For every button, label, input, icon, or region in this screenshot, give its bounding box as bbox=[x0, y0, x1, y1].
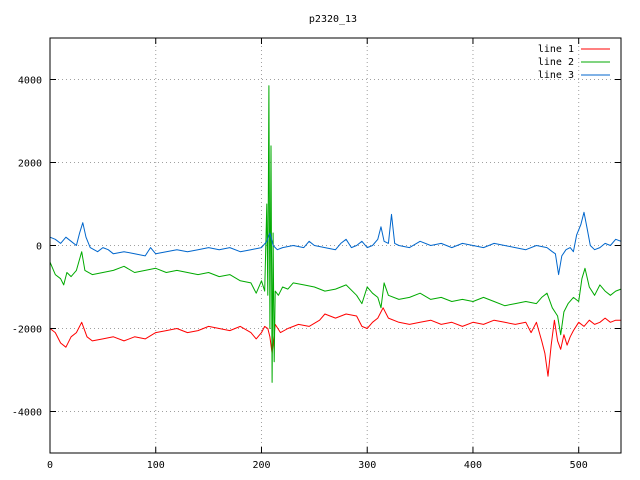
x-tick-label: 0 bbox=[47, 460, 53, 471]
legend-label: line 3 bbox=[538, 70, 574, 81]
y-tick-label: -4000 bbox=[12, 408, 42, 419]
series-line-3 bbox=[49, 211, 622, 276]
y-tick-label: 0 bbox=[36, 242, 42, 253]
x-tick-label: 400 bbox=[464, 460, 482, 471]
x-tick-label: 500 bbox=[570, 460, 588, 471]
legend: line 1 line 2 line 3 bbox=[538, 44, 610, 81]
x-tick-label: 300 bbox=[358, 460, 376, 471]
axis-ticks: 0 100 200 300 400 500 -4000 -2000 0 2000 4000 bbox=[12, 38, 621, 471]
chart-title: p2320_13 bbox=[309, 14, 357, 25]
legend-label: line 1 bbox=[538, 44, 574, 55]
y-tick-label: -2000 bbox=[12, 325, 42, 336]
series-line-1 bbox=[49, 307, 621, 377]
data-series bbox=[49, 85, 622, 383]
series-line-2 bbox=[49, 85, 622, 383]
x-tick-label: 100 bbox=[147, 460, 165, 471]
y-tick-label: 2000 bbox=[18, 159, 42, 170]
x-tick-label: 200 bbox=[252, 460, 270, 471]
y-tick-label: 4000 bbox=[18, 76, 42, 87]
legend-label: line 2 bbox=[538, 57, 574, 68]
